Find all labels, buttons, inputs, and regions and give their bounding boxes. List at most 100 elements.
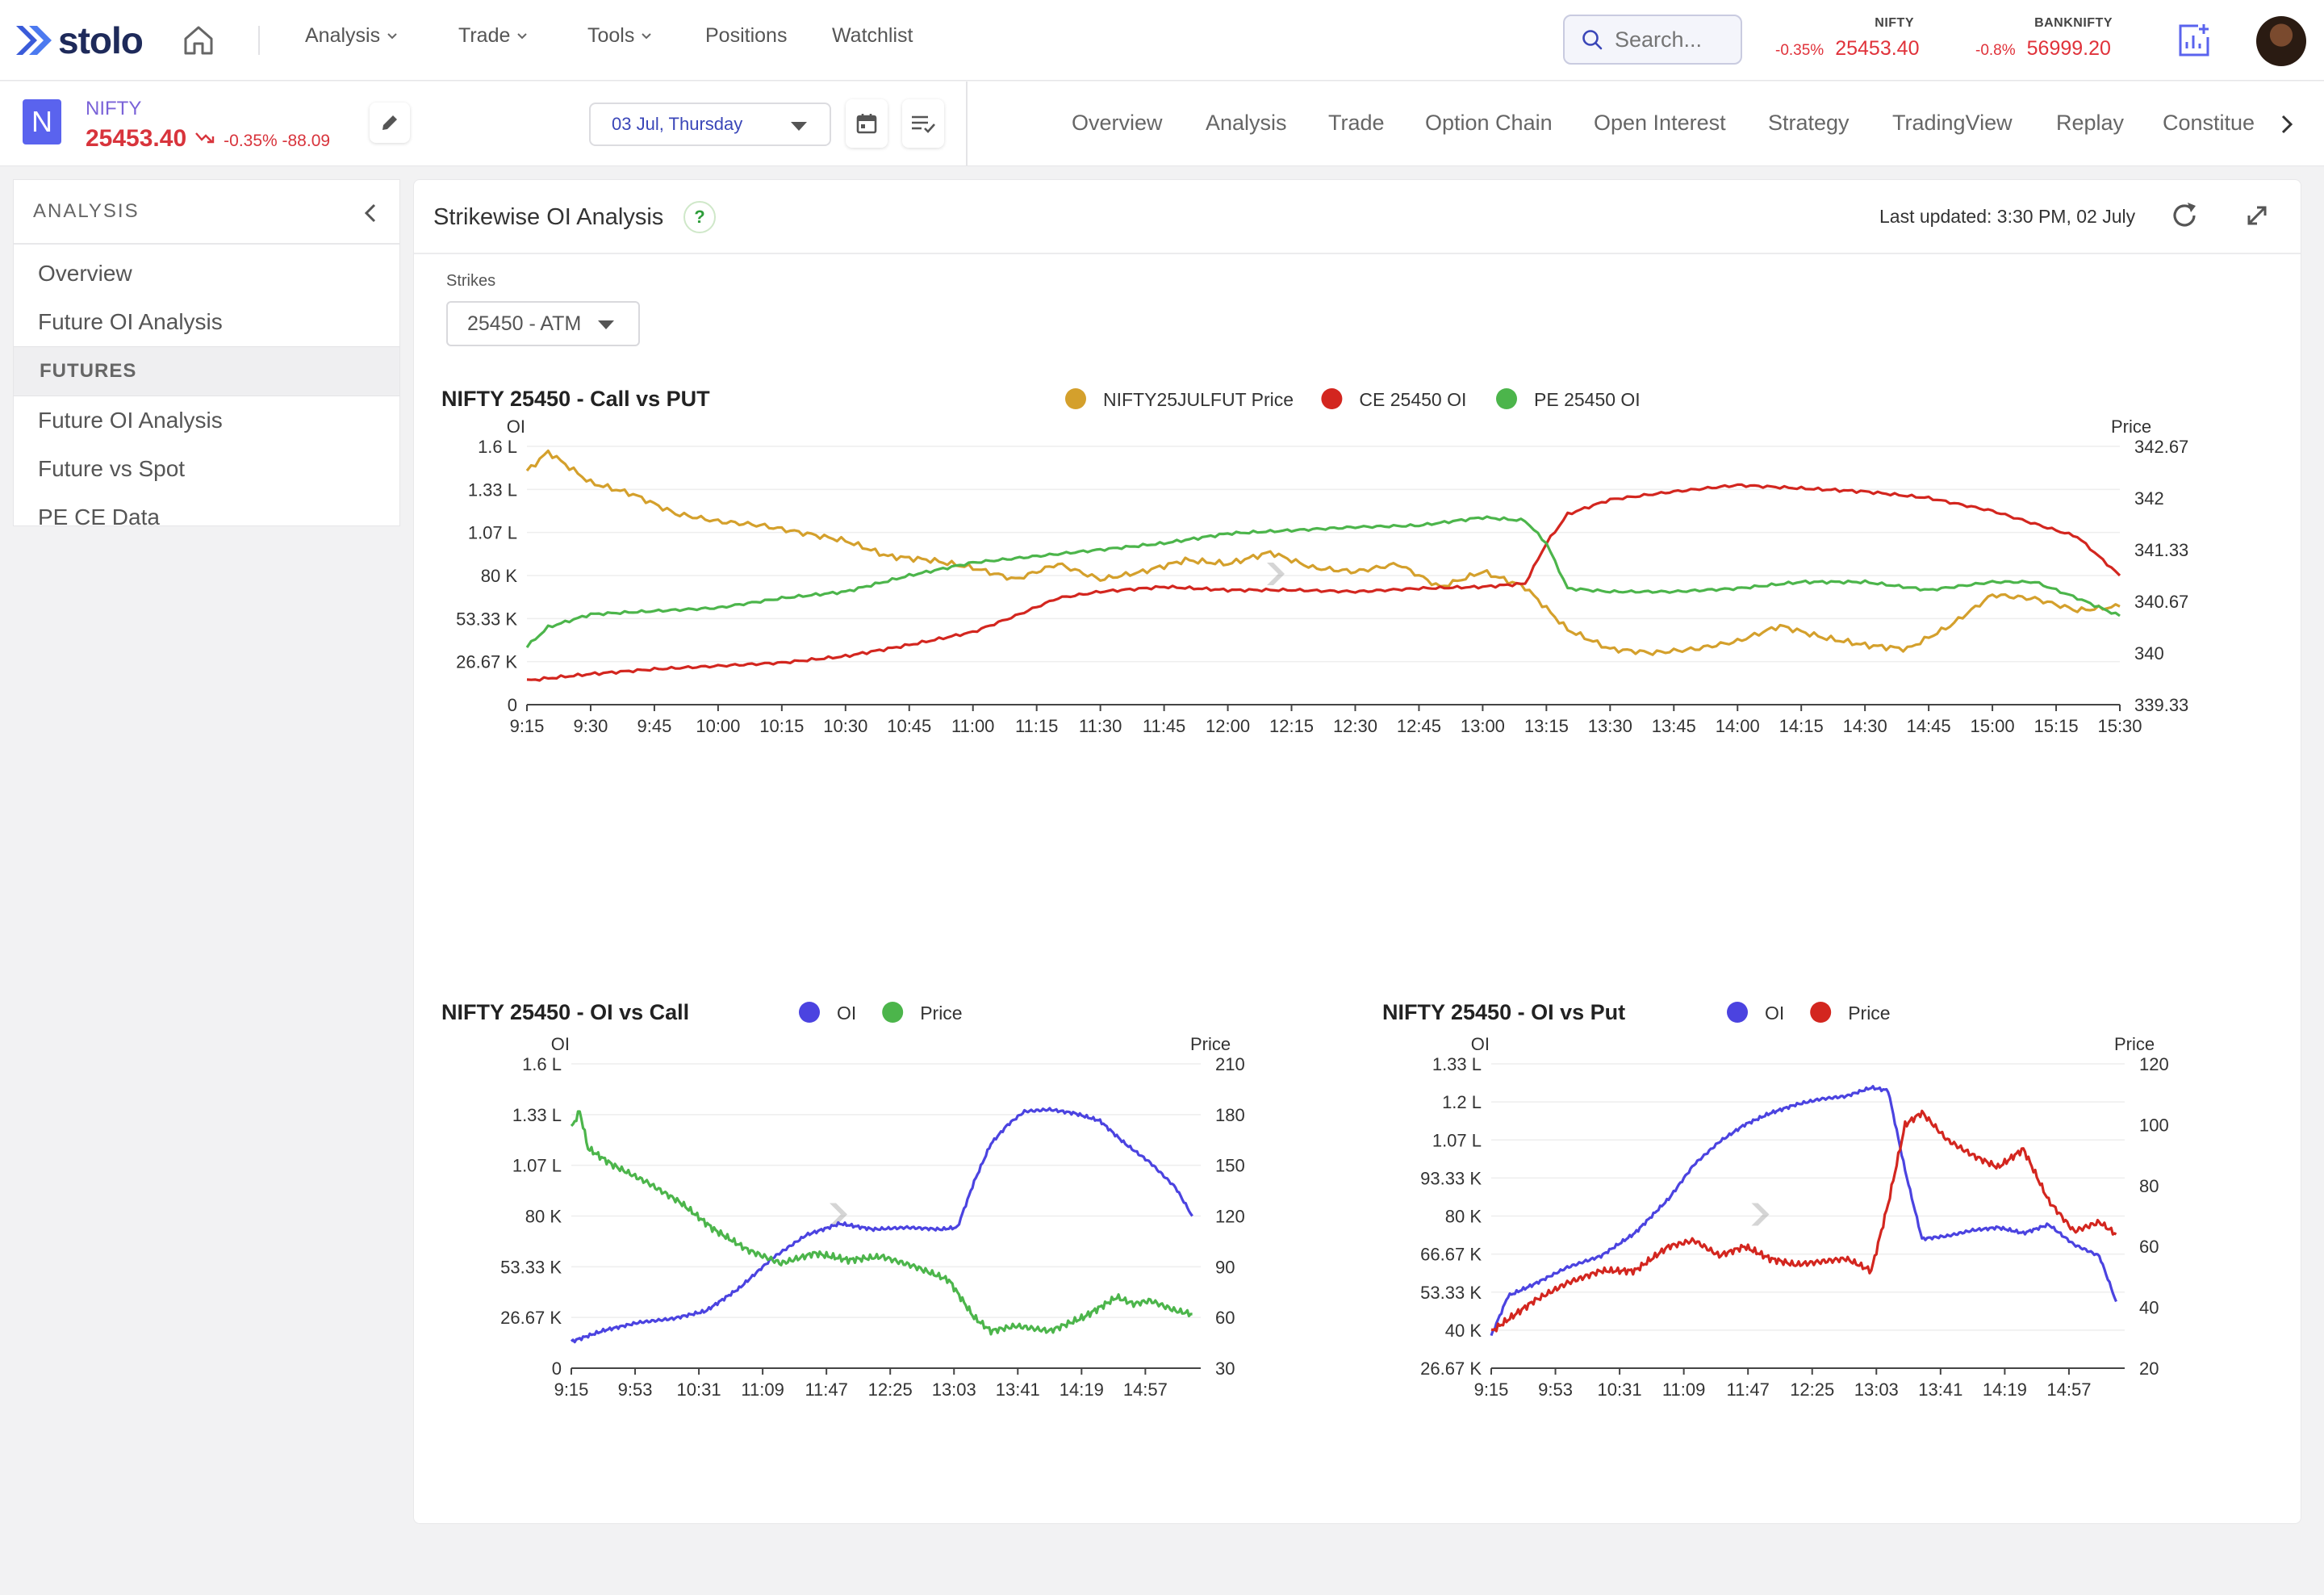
legend-swatch[interactable]: [1321, 388, 1343, 409]
strikes-value: 25450 - ATM: [467, 312, 582, 335]
legend-label[interactable]: Price: [920, 1003, 962, 1024]
series-line[interactable]: [525, 515, 2121, 648]
legend-swatch[interactable]: [1810, 1002, 1832, 1023]
y-left-tick-label: 1.33 L: [1432, 1054, 1482, 1074]
x-tick-label: 9:53: [1538, 1379, 1573, 1400]
analysis-sidebar: ANALYSIS Overview Future OI Analysis FUT…: [13, 179, 400, 526]
calendar-button[interactable]: [846, 99, 888, 148]
legend-swatch[interactable]: [1065, 388, 1086, 409]
edit-symbol-button[interactable]: [370, 103, 410, 143]
date-selector[interactable]: 03 Jul, Thursday: [589, 103, 831, 146]
y-right-tick-label: 150: [1215, 1156, 1245, 1176]
series-line[interactable]: [570, 1107, 1193, 1344]
y-right-tick-label: 80: [2139, 1176, 2159, 1196]
tab-tradingview[interactable]: TradingView: [1892, 111, 2013, 135]
x-tick-label: 10:15: [759, 716, 804, 736]
expiry-list-button[interactable]: [902, 99, 944, 148]
legend-swatch[interactable]: [1496, 388, 1517, 409]
home-icon: [184, 26, 213, 55]
nav-positions[interactable]: Positions: [705, 24, 787, 48]
x-tick-label: 10:31: [677, 1379, 721, 1400]
y-axis-left-label: OI: [551, 1034, 570, 1054]
ticker-nifty[interactable]: NIFTY -0.35% 25453.40: [1775, 16, 1933, 61]
y-left-tick-label: 53.33 K: [500, 1257, 562, 1277]
legend-label[interactable]: OI: [837, 1003, 856, 1024]
legend-swatch[interactable]: [799, 1002, 820, 1023]
search-input[interactable]: [1615, 27, 1728, 52]
ticker-change: -0.35%: [1775, 42, 1825, 59]
nav-tools[interactable]: Tools: [587, 24, 652, 48]
x-tick-label: 13:00: [1461, 716, 1505, 736]
series-line[interactable]: [526, 483, 2121, 682]
sidebar-item-futures-oi-analysis[interactable]: Future OI Analysis: [38, 408, 223, 433]
legend-label[interactable]: OI: [1765, 1003, 1784, 1024]
nav-analysis[interactable]: Analysis: [305, 24, 398, 48]
expand-button[interactable]: [2242, 201, 2272, 234]
tab-strategy[interactable]: Strategy: [1768, 111, 1850, 135]
y-left-tick-label: 0: [508, 695, 517, 715]
symbol-change: -0.35% -88.09: [224, 132, 331, 150]
nav-watchlist[interactable]: Watchlist: [832, 24, 913, 48]
legend-label[interactable]: NIFTY25JULFUT Price: [1103, 389, 1294, 410]
x-tick-label: 9:53: [618, 1379, 653, 1400]
legend-swatch[interactable]: [882, 1002, 904, 1023]
refresh-button[interactable]: [2168, 199, 2201, 236]
y-left-tick-label: 1.07 L: [468, 523, 517, 543]
legend-label[interactable]: PE 25450 OI: [1534, 389, 1641, 410]
x-tick-label: 9:15: [510, 716, 545, 736]
x-tick-label: 14:57: [1123, 1379, 1168, 1400]
y-left-tick-label: 80 K: [525, 1207, 562, 1227]
add-chart-button[interactable]: [2176, 23, 2211, 62]
legend-swatch[interactable]: [1727, 1002, 1748, 1023]
symbol-price-row: 25453.40 -0.35% -88.09: [86, 125, 330, 153]
tab-constituents[interactable]: Constitue: [2163, 111, 2255, 135]
x-tick-label: 11:47: [805, 1379, 847, 1400]
help-icon[interactable]: ?: [683, 201, 716, 233]
home-button[interactable]: [179, 21, 218, 60]
chart-oi-vs-call: NIFTY 25450 - OI vs Call OI Price OI Price 0 2…: [441, 1000, 1245, 1400]
x-tick-label: 11:09: [741, 1379, 784, 1400]
y-right-tick-label: 341.33: [2134, 540, 2188, 560]
user-avatar[interactable]: [2256, 16, 2306, 66]
series-line[interactable]: [1490, 1085, 2117, 1337]
caret-down-icon: [598, 320, 614, 329]
sidebar-item-pe-ce-data[interactable]: PE CE Data: [38, 504, 160, 526]
panel-header: Strikewise OI Analysis ? Last updated: 3…: [414, 180, 2301, 254]
brand-logo[interactable]: stolo: [16, 18, 144, 63]
chart-title: NIFTY 25450 - OI vs Call: [441, 1000, 689, 1024]
tab-trade[interactable]: Trade: [1328, 111, 1385, 135]
strikes-dropdown[interactable]: 25450 - ATM: [446, 301, 640, 346]
sidebar-item-future-oi-analysis[interactable]: Future OI Analysis: [38, 309, 223, 334]
ticker-name: BANKNIFTY: [2034, 16, 2113, 30]
chevron-left-icon[interactable]: [364, 203, 377, 224]
tabs-scroll-right-button[interactable]: [2280, 114, 2293, 139]
x-tick-label: 13:45: [1652, 716, 1696, 736]
y-right-tick-label: 342: [2134, 488, 2164, 509]
tab-option-chain[interactable]: Option Chain: [1425, 111, 1553, 135]
nav-divider: [258, 26, 260, 55]
tab-overview[interactable]: Overview: [1072, 111, 1163, 135]
series-line[interactable]: [525, 449, 2121, 656]
search-box[interactable]: [1563, 15, 1742, 65]
nav-trade[interactable]: Trade: [458, 24, 528, 48]
expand-icon: [2247, 206, 2267, 225]
sidebar-item-overview[interactable]: Overview: [38, 261, 132, 286]
tab-replay[interactable]: Replay: [2056, 111, 2125, 135]
series-line[interactable]: [570, 1110, 1193, 1336]
legend-label[interactable]: CE 25450 OI: [1359, 389, 1466, 410]
tab-analysis[interactable]: Analysis: [1206, 111, 1287, 135]
x-tick-label: 11:47: [1726, 1379, 1769, 1400]
tab-open-interest[interactable]: Open Interest: [1594, 111, 1726, 135]
chart-title: NIFTY 25450 - OI vs Put: [1382, 1000, 1625, 1024]
y-right-tick-label: 180: [1215, 1105, 1245, 1125]
x-tick-label: 9:45: [637, 716, 672, 736]
legend-label[interactable]: Price: [1848, 1003, 1890, 1024]
y-right-tick-label: 60: [1215, 1308, 1235, 1328]
y-left-tick-label: 66.67 K: [1420, 1245, 1482, 1265]
y-right-tick-label: 100: [2139, 1115, 2169, 1135]
series-line[interactable]: [1490, 1109, 2117, 1333]
sidebar-item-future-vs-spot[interactable]: Future vs Spot: [38, 456, 186, 481]
y-right-tick-label: 60: [2139, 1237, 2159, 1257]
y-right-tick-label: 90: [1215, 1257, 1235, 1277]
ticker-banknifty[interactable]: BANKNIFTY -0.8% 56999.20: [1975, 16, 2129, 61]
